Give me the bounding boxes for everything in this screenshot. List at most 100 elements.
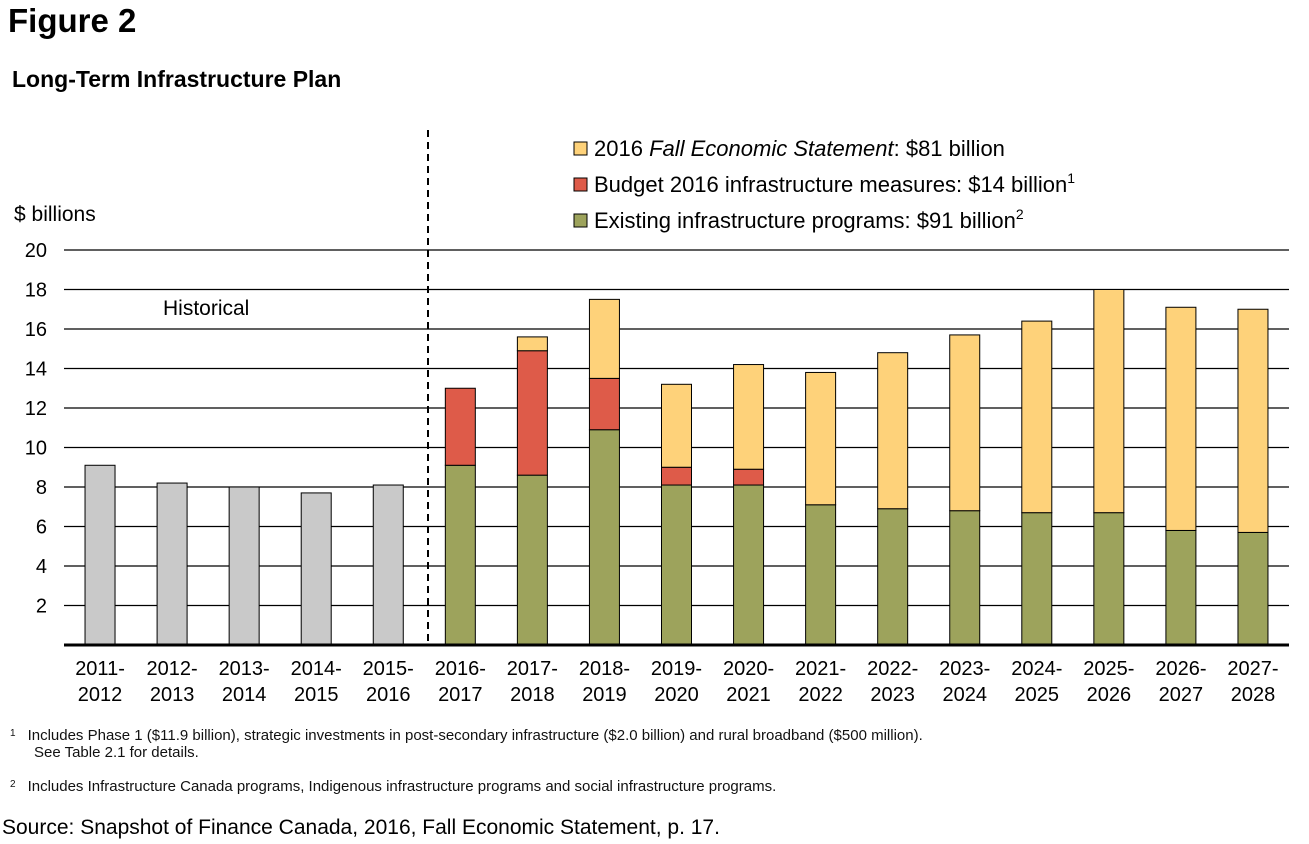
bar-segment-series-2 — [444, 387, 476, 466]
y-tick-label: 10 — [25, 438, 47, 460]
x-tick-label: 2020- — [723, 658, 774, 680]
bar-segment-series-1 — [1165, 529, 1197, 646]
footnote-2-marker: 2 — [10, 779, 16, 790]
bar-segment-series-3 — [1237, 308, 1269, 533]
y-tick-label: 14 — [25, 359, 47, 381]
legend-swatch — [573, 141, 588, 156]
legend-entry: Existing infrastructure programs: $91 bi… — [594, 206, 1024, 233]
bar-segment-series-2 — [733, 468, 765, 486]
footnote-1-text: Includes Phase 1 ($11.9 billion), strate… — [27, 727, 923, 744]
y-tick-label: 2 — [36, 596, 47, 618]
bar-segment-series-1 — [949, 510, 981, 646]
bar-segment-series-3 — [1021, 320, 1053, 514]
stacked-bar-chart: 2 4 6 8 10 12 14 16 18 20 2011- 2012 2012- 2013 2013-… — [14, 130, 1289, 706]
x-tick-label: 2017 — [438, 684, 483, 706]
x-tick-label: 2024- — [1011, 658, 1062, 680]
y-tick-label: 16 — [25, 319, 47, 341]
bar-segment-series-1 — [661, 484, 692, 646]
x-tick-label: 2026 — [1087, 684, 1132, 706]
bar-segment-series-3 — [877, 352, 909, 510]
bar-segment-series-1 — [877, 508, 909, 646]
legend-swatch — [573, 177, 588, 192]
x-tick-label: 2015 — [294, 684, 339, 706]
source-note: Source: Snapshot of Finance Canada, 2016… — [2, 816, 720, 839]
x-tick-label: 2013- — [219, 658, 270, 680]
legend-entry: Budget 2016 infrastructure measures: $14… — [594, 170, 1075, 197]
x-tick-label: 2015- — [363, 658, 414, 680]
bar-historical — [156, 482, 188, 646]
legend-swatch — [573, 213, 588, 228]
x-tick-label: 2028 — [1231, 684, 1276, 706]
footnote-1: 1 Includes Phase 1 ($11.9 billion), strat… — [10, 727, 923, 761]
bars — [84, 289, 1269, 646]
footnote-2-text: Includes Infrastructure Canada programs,… — [27, 778, 777, 795]
x-tick-label: 2013 — [150, 684, 195, 706]
bar-segment-series-1 — [1237, 531, 1269, 646]
y-tick-label: 20 — [25, 240, 47, 262]
bar-segment-series-3 — [805, 371, 837, 506]
x-tick-label: 2022- — [867, 658, 918, 680]
x-tick-label: 2027 — [1159, 684, 1204, 706]
x-tick-label: 2014 — [222, 684, 267, 706]
bar-segment-series-2 — [588, 377, 620, 431]
bar-segment-series-3 — [733, 364, 765, 470]
bar-historical — [228, 486, 260, 646]
y-axis-ticks: 2 4 6 8 10 12 14 16 18 20 — [25, 240, 47, 618]
x-tick-label: 2019- — [651, 658, 702, 680]
footnote-1-continuation: See Table 2.1 for details. — [34, 744, 199, 761]
bar-segment-series-1 — [516, 474, 548, 646]
bar-segment-series-1 — [444, 464, 476, 646]
bar-segment-series-1 — [1021, 512, 1053, 646]
bar-historical — [372, 484, 404, 646]
bar-segment-series-2 — [661, 466, 692, 486]
x-tick-label: 2021 — [726, 684, 771, 706]
historical-annotation: Historical — [163, 297, 249, 320]
y-tick-label: 8 — [36, 477, 47, 499]
bar-segment-series-3 — [1093, 289, 1125, 514]
chart-title: Long-Term Infrastructure Plan — [12, 66, 342, 92]
x-tick-label: 2022 — [798, 684, 843, 706]
bar-segment-series-3 — [949, 334, 981, 512]
x-tick-label: 2025- — [1083, 658, 1134, 680]
footnote-2: 2 Includes Infrastructure Canada programs… — [10, 778, 776, 795]
x-tick-label: 2020 — [654, 684, 699, 706]
legend: 2016 Fall Economic Statement: $81 billio… — [573, 136, 1075, 233]
x-tick-label: 2018- — [579, 658, 630, 680]
footnote-1-marker: 1 — [10, 728, 16, 739]
legend-entry: 2016 Fall Economic Statement: $81 billio… — [594, 136, 1005, 161]
x-tick-label: 2024 — [942, 684, 987, 706]
x-tick-label: 2018 — [510, 684, 555, 706]
x-tick-label: 2011- — [75, 658, 125, 680]
bar-segment-series-1 — [1093, 512, 1125, 646]
figure-label: Figure 2 — [8, 2, 137, 39]
y-tick-label: 4 — [36, 556, 47, 578]
x-tick-label: 2019 — [582, 684, 627, 706]
x-tick-label: 2017- — [507, 658, 558, 680]
bar-historical — [300, 492, 332, 646]
y-tick-label: 6 — [36, 517, 47, 539]
x-tick-label: 2012 — [78, 684, 123, 706]
bar-historical — [84, 464, 116, 646]
x-tick-label: 2026- — [1155, 658, 1206, 680]
x-tick-label: 2016 — [366, 684, 411, 706]
y-axis-label: $ billions — [14, 203, 96, 226]
bar-segment-series-2 — [516, 350, 548, 476]
x-tick-label: 2025 — [1015, 684, 1060, 706]
bar-segment-series-3 — [588, 298, 620, 379]
x-tick-label: 2023- — [939, 658, 990, 680]
x-tick-label: 2012- — [147, 658, 198, 680]
bar-segment-series-1 — [588, 429, 620, 646]
x-tick-label: 2021- — [795, 658, 846, 680]
x-tick-label: 2027- — [1227, 658, 1278, 680]
bar-segment-series-3 — [1165, 306, 1197, 531]
y-tick-label: 12 — [25, 398, 47, 420]
x-axis-labels: 2011- 2012 2012- 2013 2013- 2014 2014- 2015 2015… — [75, 658, 1278, 706]
bar-segment-series-1 — [805, 504, 837, 646]
bar-segment-series-1 — [733, 484, 765, 646]
bar-segment-series-3 — [516, 336, 548, 352]
bar-segment-series-3 — [661, 383, 692, 468]
x-tick-label: 2023 — [870, 684, 915, 706]
x-tick-label: 2014- — [291, 658, 342, 680]
y-tick-label: 18 — [25, 280, 47, 302]
x-tick-label: 2016- — [435, 658, 486, 680]
